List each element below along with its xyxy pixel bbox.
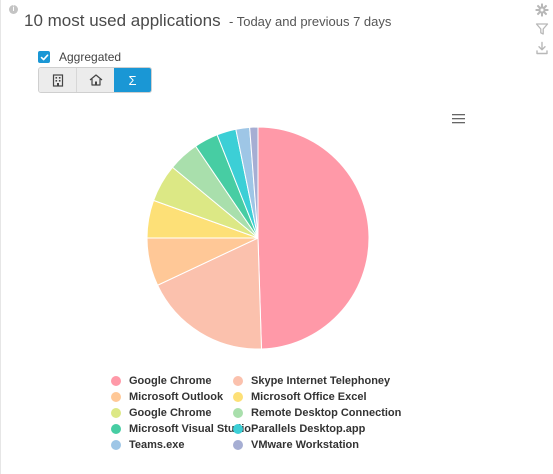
- legend-marker: [233, 424, 243, 434]
- widget-header: 10 most used applications - Today and pr…: [24, 11, 391, 31]
- pie-slice[interactable]: [156, 237, 263, 350]
- legend-item[interactable]: Google Chrome: [111, 374, 233, 388]
- aggregated-toggle[interactable]: Aggregated: [38, 50, 121, 64]
- aggregated-label: Aggregated: [59, 50, 122, 64]
- legend-marker: [233, 392, 243, 402]
- legend-item[interactable]: Microsoft Visual Studio: [111, 422, 251, 436]
- checkmark-icon: [40, 53, 48, 60]
- aggregated-checkbox[interactable]: [38, 51, 50, 63]
- legend-item[interactable]: Parallels Desktop.app: [233, 422, 413, 436]
- pie-slice[interactable]: [249, 126, 259, 239]
- legend-marker: [233, 376, 243, 386]
- legend-label: Microsoft Office Excel: [251, 391, 367, 403]
- building-icon: [52, 73, 63, 87]
- legend-label: Parallels Desktop.app: [251, 423, 366, 435]
- legend-label: Google Chrome: [129, 375, 212, 387]
- legend-marker: [111, 408, 121, 418]
- chart-legend: Google Chrome Skype Internet Telephoney Mi…: [111, 374, 421, 452]
- download-icon[interactable]: [535, 41, 549, 55]
- legend-item[interactable]: Microsoft Outlook: [111, 390, 233, 404]
- filter-icon[interactable]: [535, 22, 549, 36]
- legend-label: Microsoft Visual Studio: [129, 423, 252, 435]
- legend-marker: [111, 440, 121, 450]
- info-icon[interactable]: i: [9, 5, 18, 14]
- legend-item[interactable]: Google Chrome: [111, 406, 233, 420]
- widget-title: 10 most used applications: [24, 11, 221, 30]
- legend-item[interactable]: Skype Internet Telephoney: [233, 374, 413, 388]
- widget-toolbar: [535, 3, 549, 60]
- legend-label: VMware Workstation: [251, 439, 359, 451]
- legend-label: Microsoft Outlook: [129, 391, 224, 403]
- legend-label: Remote Desktop Connection: [251, 407, 402, 419]
- legend-marker: [111, 376, 121, 386]
- legend-item[interactable]: Microsoft Office Excel: [233, 390, 413, 404]
- legend-label: Skype Internet Telephoney: [251, 375, 391, 387]
- legend-item[interactable]: Teams.exe: [111, 438, 233, 452]
- legend-label: Teams.exe: [129, 439, 185, 451]
- chart-menu-icon[interactable]: [452, 113, 465, 124]
- legend-marker: [111, 392, 121, 402]
- sigma-icon: Σ: [128, 72, 137, 88]
- house-icon: [89, 74, 102, 86]
- building-view-button[interactable]: [39, 68, 76, 92]
- house-view-button[interactable]: [76, 68, 114, 92]
- view-mode-switch: Σ: [38, 67, 152, 93]
- pie-slice[interactable]: [257, 126, 370, 350]
- gear-icon[interactable]: [535, 3, 549, 17]
- legend-label: Google Chrome: [129, 407, 212, 419]
- legend-item[interactable]: Remote Desktop Connection: [233, 406, 413, 420]
- aggregate-view-button[interactable]: Σ: [114, 68, 151, 92]
- legend-marker: [233, 408, 243, 418]
- legend-marker: [111, 424, 121, 434]
- legend-marker: [233, 440, 243, 450]
- legend-item[interactable]: VMware Workstation: [233, 438, 413, 452]
- widget-subtitle: - Today and previous 7 days: [229, 14, 392, 29]
